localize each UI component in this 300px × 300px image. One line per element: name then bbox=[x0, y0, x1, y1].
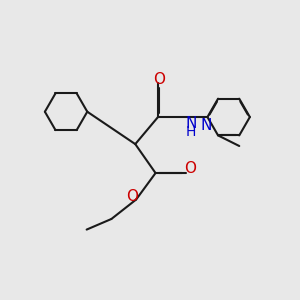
Text: O: O bbox=[126, 189, 138, 204]
Text: O: O bbox=[184, 161, 196, 176]
Text: O: O bbox=[154, 72, 166, 87]
Text: N: N bbox=[200, 118, 212, 134]
Text: N: N bbox=[186, 116, 197, 131]
Text: H: H bbox=[186, 125, 196, 140]
